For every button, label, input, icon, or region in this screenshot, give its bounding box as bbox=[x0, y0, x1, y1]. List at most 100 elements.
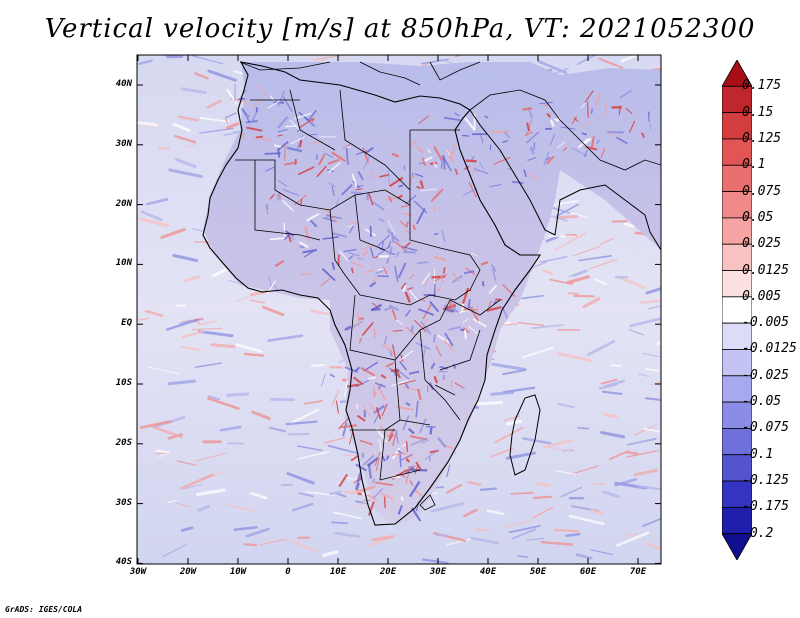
field-streak bbox=[480, 261, 489, 266]
field-streak bbox=[374, 255, 379, 259]
field-streak bbox=[184, 484, 203, 489]
field-streak bbox=[623, 222, 635, 228]
field-streak bbox=[584, 90, 594, 104]
field-streak bbox=[391, 452, 407, 456]
colorbar-segment bbox=[722, 349, 752, 377]
colorbar bbox=[722, 60, 752, 560]
field-streak bbox=[387, 240, 392, 249]
field-streak bbox=[642, 517, 661, 527]
field-streak bbox=[372, 487, 384, 499]
field-streak bbox=[377, 234, 390, 247]
field-streak bbox=[277, 129, 289, 133]
field-streak bbox=[361, 452, 365, 459]
field-streak bbox=[335, 400, 340, 414]
colorbar-label: -0.0125 bbox=[742, 341, 797, 357]
field-streak bbox=[421, 439, 429, 444]
field-streak bbox=[443, 116, 461, 122]
field-streak bbox=[348, 225, 355, 234]
field-streak bbox=[367, 501, 375, 516]
field-streak bbox=[321, 268, 336, 282]
field-streak bbox=[409, 480, 414, 486]
field-streak bbox=[317, 55, 342, 60]
field-streak bbox=[286, 472, 315, 485]
field-streak bbox=[348, 432, 354, 445]
field-streak bbox=[577, 427, 589, 430]
field-streak bbox=[468, 325, 479, 335]
field-streak bbox=[342, 422, 348, 437]
field-streak bbox=[375, 406, 382, 420]
field-streak bbox=[357, 257, 364, 260]
field-streak bbox=[328, 162, 341, 173]
field-streak bbox=[502, 284, 516, 298]
field-streak bbox=[378, 217, 385, 223]
field-streak bbox=[625, 107, 633, 114]
field-streak bbox=[361, 244, 375, 251]
field-streak bbox=[194, 362, 222, 368]
field-streak bbox=[521, 294, 544, 300]
field-streak bbox=[568, 271, 584, 278]
field-streak bbox=[283, 223, 286, 238]
field-streak bbox=[490, 390, 515, 396]
field-streak bbox=[405, 458, 411, 463]
field-streak bbox=[371, 302, 379, 309]
field-streak bbox=[377, 383, 383, 390]
field-streak bbox=[168, 168, 203, 179]
field-streak bbox=[373, 328, 377, 338]
field-streak bbox=[415, 461, 422, 471]
field-streak bbox=[529, 261, 548, 270]
field-streak bbox=[433, 255, 447, 262]
field-streak bbox=[521, 346, 555, 359]
field-streak bbox=[245, 119, 258, 124]
velocity-field bbox=[137, 55, 661, 564]
field-streak bbox=[645, 368, 659, 372]
colorbar-label: -0.2 bbox=[742, 525, 774, 541]
field-streak bbox=[172, 122, 191, 132]
field-streak bbox=[648, 305, 661, 310]
field-streak bbox=[620, 55, 641, 63]
field-streak bbox=[249, 299, 266, 304]
field-streak bbox=[462, 187, 477, 197]
field-streak bbox=[395, 367, 410, 380]
field-streak bbox=[479, 487, 498, 491]
field-streak bbox=[392, 329, 403, 332]
field-streak bbox=[474, 400, 503, 406]
field-streak bbox=[592, 482, 606, 486]
field-streak bbox=[210, 343, 236, 349]
field-streak bbox=[415, 342, 431, 350]
field-streak bbox=[388, 304, 400, 312]
field-streak bbox=[210, 470, 224, 478]
field-streak bbox=[350, 267, 354, 274]
field-streak bbox=[355, 188, 363, 191]
field-streak bbox=[565, 532, 581, 538]
lesotho-border bbox=[419, 494, 436, 511]
field-streak bbox=[245, 527, 270, 538]
field-streak bbox=[343, 248, 357, 253]
colorbar-label: 0.15 bbox=[742, 104, 774, 120]
field-streak bbox=[344, 476, 355, 480]
field-streak bbox=[430, 188, 444, 202]
field-streak bbox=[555, 470, 577, 475]
field-streak bbox=[225, 112, 237, 119]
field-streak bbox=[429, 300, 440, 313]
lon-label: 0 bbox=[285, 567, 291, 577]
field-streak bbox=[365, 268, 375, 274]
field-streak bbox=[415, 400, 419, 418]
field-streak bbox=[289, 408, 320, 425]
field-streak bbox=[140, 210, 163, 222]
field-streak bbox=[359, 439, 373, 446]
field-streak bbox=[459, 328, 466, 332]
field-streak bbox=[251, 110, 258, 121]
field-streak bbox=[176, 502, 191, 508]
field-streak bbox=[446, 537, 474, 546]
field-streak bbox=[461, 134, 470, 137]
field-streak bbox=[282, 200, 294, 212]
field-streak bbox=[572, 245, 601, 257]
field-streak bbox=[464, 270, 475, 275]
field-streak bbox=[611, 131, 624, 134]
field-streak bbox=[578, 255, 613, 262]
field-streak bbox=[243, 543, 258, 547]
field-streak bbox=[162, 543, 188, 558]
field-streak bbox=[396, 406, 415, 411]
field-streak bbox=[152, 425, 183, 439]
field-streak bbox=[465, 159, 477, 163]
